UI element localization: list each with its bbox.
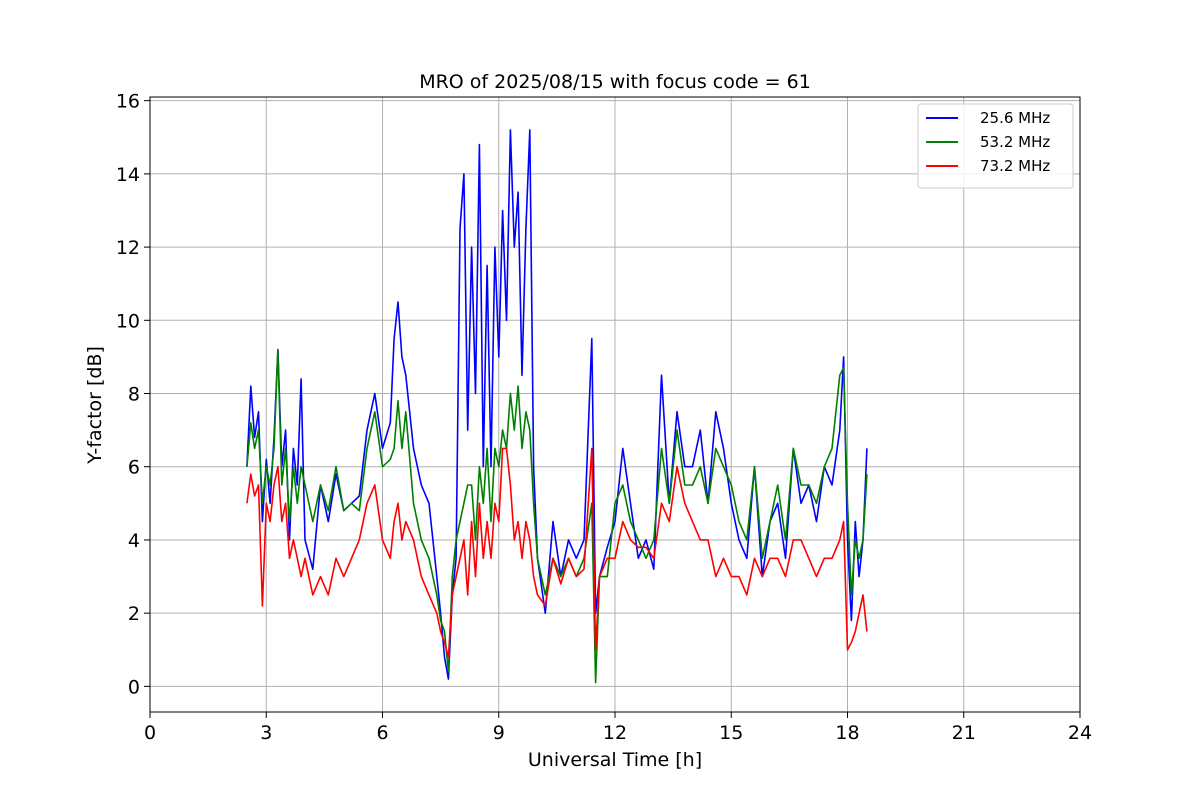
plot-series	[246, 129, 868, 684]
series-line-53-2-mhz	[246, 348, 868, 684]
x-axis-label: Universal Time [h]	[528, 749, 702, 771]
y-tick-label: 4	[128, 530, 140, 552]
y-tick-label: 16	[116, 91, 140, 113]
x-tick-label: 15	[719, 722, 743, 744]
series-line-73-2-mhz	[246, 447, 868, 658]
legend-label: 73.2 MHz	[980, 157, 1050, 175]
y-tick-label: 0	[128, 676, 140, 698]
chart-title: MRO of 2025/08/15 with focus code = 61	[419, 71, 811, 93]
y-tick-label: 6	[128, 457, 140, 479]
legend-label: 53.2 MHz	[980, 133, 1050, 151]
legend: 25.6 MHz 53.2 MHz 73.2 MHz	[917, 103, 1074, 189]
y-tick-label: 12	[116, 237, 140, 259]
legend-label: 25.6 MHz	[980, 109, 1050, 127]
y-tick-label: 10	[116, 310, 140, 332]
x-tick-label: 6	[376, 722, 388, 744]
x-tick-label: 3	[260, 722, 272, 744]
x-tick-label: 9	[493, 722, 505, 744]
y-axis-label: Y-factor [dB]	[84, 346, 106, 465]
x-tick-label: 18	[835, 722, 859, 744]
x-tick-label: 24	[1068, 722, 1092, 744]
x-tick-label: 0	[144, 722, 156, 744]
y-tick-label: 8	[128, 384, 140, 406]
x-tick-label: 21	[952, 722, 976, 744]
y-tick-label: 14	[116, 164, 140, 186]
x-tick-label: 12	[603, 722, 627, 744]
y-tick-label: 2	[128, 603, 140, 625]
